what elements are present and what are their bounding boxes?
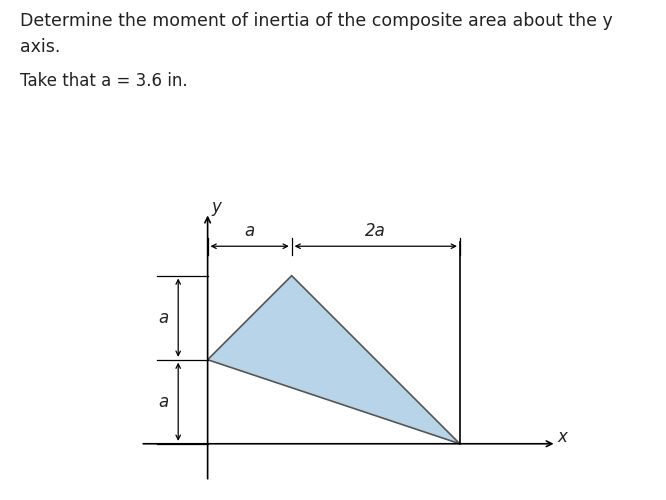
Text: Determine the moment of inertia of the composite area about the y: Determine the moment of inertia of the c… [20,12,613,30]
Text: Take that a = 3.6 in.: Take that a = 3.6 in. [20,72,188,90]
Text: 2a: 2a [366,222,386,240]
Polygon shape [208,276,460,444]
Text: x: x [557,428,567,446]
Text: axis.: axis. [20,38,61,56]
Text: y: y [211,198,221,216]
Text: a: a [244,222,255,240]
Text: a: a [158,392,168,410]
Text: a: a [158,308,168,326]
